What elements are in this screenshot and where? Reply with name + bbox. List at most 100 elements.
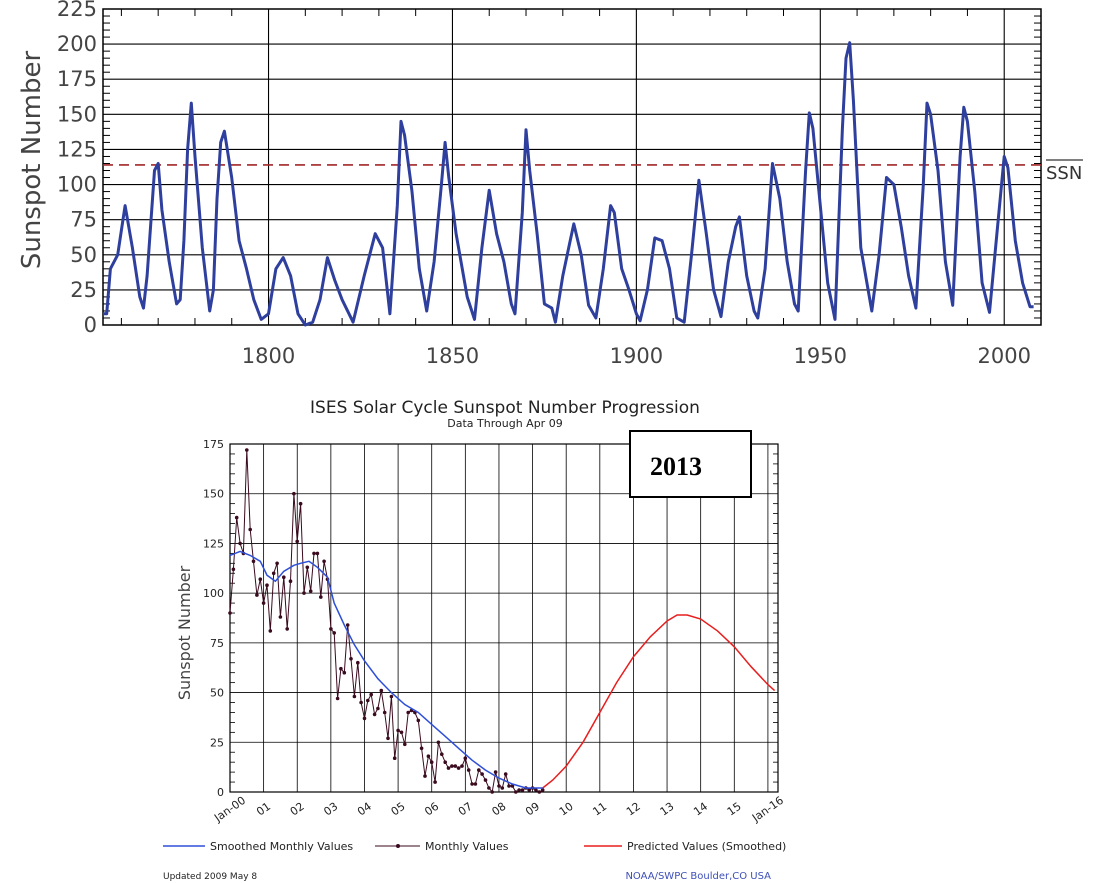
chart-title: ISES Solar Cycle Sunspot Number Progress… <box>310 398 700 418</box>
x-tick-label: 2000 <box>977 344 1030 368</box>
y-tick-label: 25 <box>70 278 97 302</box>
y-axis-label: Sunspot Number <box>175 565 194 700</box>
monthly-value-point <box>500 786 505 790</box>
x-tick-label: 07 <box>456 800 475 819</box>
monthly-value-point <box>308 589 313 593</box>
monthly-value-point <box>450 764 454 768</box>
monthly-value-point <box>392 756 397 760</box>
monthly-value-point <box>369 692 374 697</box>
monthly-value-point <box>349 657 353 661</box>
x-tick-label: 02 <box>288 800 307 819</box>
monthly-value-point <box>342 670 347 675</box>
monthly-value-point <box>423 774 427 778</box>
monthly-value-point <box>487 786 491 790</box>
monthly-value-point <box>345 623 350 627</box>
monthly-value-point <box>419 746 424 751</box>
y-tick-label: 0 <box>217 786 224 799</box>
monthly-value-point <box>278 615 283 619</box>
monthly-value-point <box>433 780 437 784</box>
monthly-value-point <box>517 788 521 792</box>
monthly-value-point <box>251 559 256 564</box>
minor-ticks <box>103 9 1041 325</box>
y-tick-label: 150 <box>203 488 224 501</box>
monthly-value-point <box>275 561 279 566</box>
monthly-value-point <box>329 627 333 631</box>
legend-label-smoothed: Smoothed Monthly Values <box>210 840 353 853</box>
x-tick-label: 03 <box>321 800 340 819</box>
monthly-value-point <box>258 577 263 581</box>
monthly-value-point <box>268 629 273 633</box>
x-tick-label: 14 <box>691 800 710 819</box>
monthly-value-point <box>302 591 306 595</box>
x-tick-label: 05 <box>389 800 408 819</box>
monthly-value-point <box>483 778 488 782</box>
x-axis-tick-labels: Jan-00 01 02 03 04 05 06 07 08 09 10 11 12 13 14 15 Jan-… <box>211 794 786 825</box>
x-tick-label: 1950 <box>794 344 847 368</box>
y-tick-label: 225 <box>57 0 97 21</box>
y-tick-label: 125 <box>57 137 97 161</box>
monthly-value-point <box>480 772 484 776</box>
monthly-value-point <box>265 583 269 587</box>
monthly-value-point <box>335 696 340 701</box>
monthly-value-point <box>234 515 239 520</box>
legend-marker-monthly <box>396 844 400 848</box>
monthly-value-point <box>503 772 508 776</box>
monthly-value-point <box>322 559 326 564</box>
monthly-value-point <box>359 700 363 705</box>
legend-label-predicted: Predicted Values (Smoothed) <box>627 840 786 853</box>
monthly-value-point <box>477 768 481 772</box>
monthly-value-point <box>429 760 434 764</box>
x-axis-tick-labels: 1800 1850 1900 1950 2000 <box>242 344 1031 368</box>
monthly-value-point <box>356 660 360 665</box>
monthly-value-point <box>379 688 384 693</box>
y-tick-label: 175 <box>57 67 97 91</box>
y-tick-label: 150 <box>57 102 97 126</box>
monthly-value-point <box>386 736 390 741</box>
updated-note: Updated 2009 May 8 <box>163 872 257 882</box>
monthly-value-point <box>453 764 458 768</box>
y-tick-label: 100 <box>57 173 97 197</box>
monthly-value-point <box>514 790 518 794</box>
historical-sunspot-chart: 0 25 50 75 100 125 150 175 200 225 1800 1850 1900 19… <box>17 0 1083 368</box>
monthly-value-point <box>456 766 461 770</box>
monthly-value-point <box>282 575 286 579</box>
monthly-value-point <box>231 567 236 572</box>
x-tick-label: 1850 <box>426 344 479 368</box>
monthly-values-markers <box>228 448 545 794</box>
monthly-value-point <box>248 527 252 532</box>
monthly-value-point <box>527 788 531 792</box>
monthly-value-point <box>238 541 242 546</box>
monthly-values-line <box>229 449 543 794</box>
monthly-value-point <box>403 742 407 747</box>
monthly-value-point <box>295 539 300 544</box>
y-tick-label: 25 <box>210 736 224 749</box>
chart-subtitle: Data Through Apr 09 <box>447 417 562 430</box>
monthly-value-point <box>332 631 337 635</box>
monthly-value-point <box>288 579 293 583</box>
solar-cycle-progression-chart: ISES Solar Cycle Sunspot Number Progress… <box>163 398 786 882</box>
predicted-values-line <box>542 614 776 789</box>
y-tick-label: 100 <box>203 587 224 600</box>
y-tick-label: 50 <box>70 243 97 267</box>
monthly-value-point <box>510 784 515 788</box>
monthly-value-point <box>446 766 451 770</box>
monthly-value-point <box>463 756 468 760</box>
x-tick-label: 1800 <box>242 344 295 368</box>
y-tick-label: 175 <box>203 438 224 451</box>
monthly-value-point <box>372 712 377 717</box>
legend: Smoothed Monthly Values Monthly Values P… <box>163 840 786 853</box>
mean-ssn-label: SSN <box>1046 163 1082 184</box>
monthly-value-point <box>366 698 370 703</box>
x-tick-label: 04 <box>355 800 374 819</box>
monthly-value-point <box>473 782 478 786</box>
monthly-value-point <box>520 788 525 792</box>
y-axis-tick-labels: 0 25 50 75 100 125 150 175 200 225 <box>57 0 97 337</box>
x-tick-label: 15 <box>725 800 744 819</box>
monthly-value-point <box>339 666 343 671</box>
x-tick-label: 08 <box>489 800 508 819</box>
monthly-value-point <box>376 706 380 711</box>
monthly-value-point <box>382 710 387 715</box>
x-tick-label: 01 <box>254 800 273 819</box>
legend-label-monthly: Monthly Values <box>425 840 509 853</box>
